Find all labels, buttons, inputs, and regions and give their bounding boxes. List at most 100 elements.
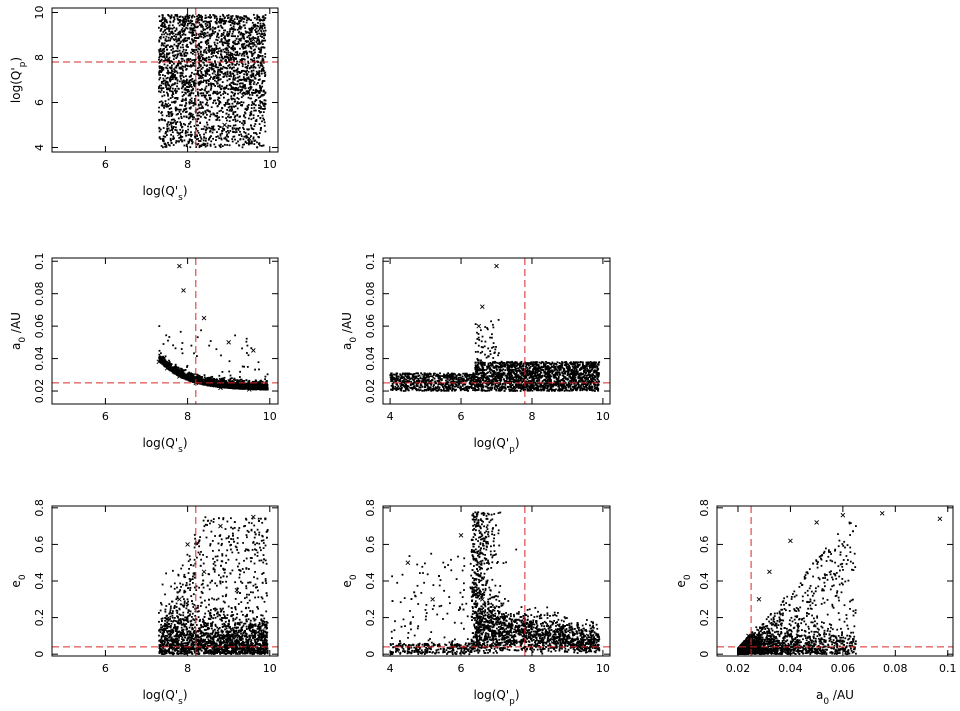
cloud-point: [198, 376, 201, 379]
cloud-point: [248, 50, 251, 53]
cloud-point: [174, 100, 177, 103]
cloud-point: [247, 34, 250, 37]
cloud-point: [224, 143, 226, 146]
cloud-point: [206, 142, 209, 145]
cloud-point: [221, 127, 224, 130]
cloud-point: [191, 38, 193, 40]
cloud-point: [200, 128, 203, 130]
cloud-point: [260, 48, 263, 51]
cloud-point: [251, 73, 254, 76]
cloud-point: [158, 106, 160, 109]
cloud-point: [202, 142, 205, 145]
cloud-point: [170, 36, 173, 39]
cloud-point: [176, 79, 179, 81]
cloud-point: [254, 29, 257, 31]
cloud-point: [256, 72, 259, 75]
cloud-point: [214, 381, 216, 384]
cloud-point: [209, 115, 211, 118]
cloud-point: [179, 80, 181, 83]
cloud-point: [253, 61, 256, 64]
cloud-point: [236, 80, 239, 83]
cloud-point: [195, 375, 198, 378]
cloud-point: [190, 24, 193, 27]
cloud-point: [172, 47, 174, 50]
cloud-point: [185, 18, 188, 21]
cloud-point: [237, 40, 240, 43]
cloud-point: [220, 49, 222, 52]
cloud-point: [263, 102, 266, 105]
cloud-point: [247, 142, 250, 144]
cloud-point: [189, 101, 192, 104]
cloud-point: [172, 58, 175, 61]
cloud-point: [185, 115, 188, 118]
cloud-point: [161, 22, 164, 24]
cloud-point: [217, 135, 219, 138]
cloud-point: [194, 84, 197, 87]
cloud-point: [195, 46, 198, 48]
cloud-point: [201, 54, 204, 56]
cloud-point: [168, 84, 170, 87]
cloud-point: [236, 28, 239, 31]
cloud-point: [243, 37, 246, 40]
cloud-point: [236, 119, 239, 122]
cloud-point: [208, 26, 210, 29]
cloud-point: [190, 100, 193, 102]
cloud-point: [176, 17, 179, 20]
cloud-point: [226, 84, 228, 87]
cloud-point: [192, 87, 194, 90]
cloud-point: [211, 51, 214, 54]
cloud-point: [252, 72, 255, 75]
cloud-point: [250, 113, 253, 115]
cloud-point: [223, 129, 226, 131]
cloud-point: [232, 383, 235, 386]
cloud-point: [176, 63, 179, 66]
cloud-point: [206, 113, 208, 116]
cloud-point: [164, 75, 166, 77]
cloud-point: [158, 101, 161, 103]
cloud-point: [230, 98, 233, 101]
cloud-point: [229, 384, 232, 387]
cloud-point: [172, 20, 175, 23]
cloud-point: [258, 72, 260, 74]
cloud-point: [185, 75, 187, 78]
cloud-point: [218, 29, 221, 32]
cloud-point: [167, 72, 170, 75]
cloud-point: [174, 76, 177, 79]
cloud-point: [197, 67, 199, 70]
cloud-point: [172, 32, 175, 35]
cloud-point: [235, 142, 238, 145]
cloud-point: [246, 344, 249, 347]
cloud-point: [245, 382, 248, 385]
cloud-point: [231, 126, 234, 129]
cloud-point: [168, 24, 171, 27]
cloud-point: [233, 127, 236, 130]
cloud-point: [167, 113, 170, 116]
cloud-point: [247, 128, 250, 131]
cloud-point: [255, 18, 258, 21]
cloud-point: [186, 13, 189, 16]
data-point: [222, 122, 227, 128]
cloud-point: [171, 73, 174, 76]
cloud-point: [243, 58, 246, 61]
cloud-point: [173, 366, 176, 368]
cloud-point: [171, 369, 174, 372]
cloud-point: [174, 364, 177, 367]
cloud-point: [261, 385, 264, 387]
cloud-point: [205, 71, 208, 74]
cloud-point: [185, 68, 188, 71]
cloud-point: [197, 93, 199, 96]
cloud-point: [219, 67, 222, 70]
cloud-point: [259, 89, 261, 92]
cloud-point: [165, 44, 168, 47]
cloud-point: [203, 58, 206, 60]
cloud-point: [234, 43, 237, 46]
cloud-point: [255, 132, 257, 134]
cloud-point: [209, 45, 212, 48]
cloud-point: [166, 33, 169, 36]
cloud-point: [249, 74, 252, 77]
cloud-point: [213, 51, 216, 54]
cloud-point: [177, 18, 179, 21]
cloud-point: [169, 104, 171, 106]
cloud-point: [218, 119, 221, 122]
cloud-point: [240, 59, 243, 62]
